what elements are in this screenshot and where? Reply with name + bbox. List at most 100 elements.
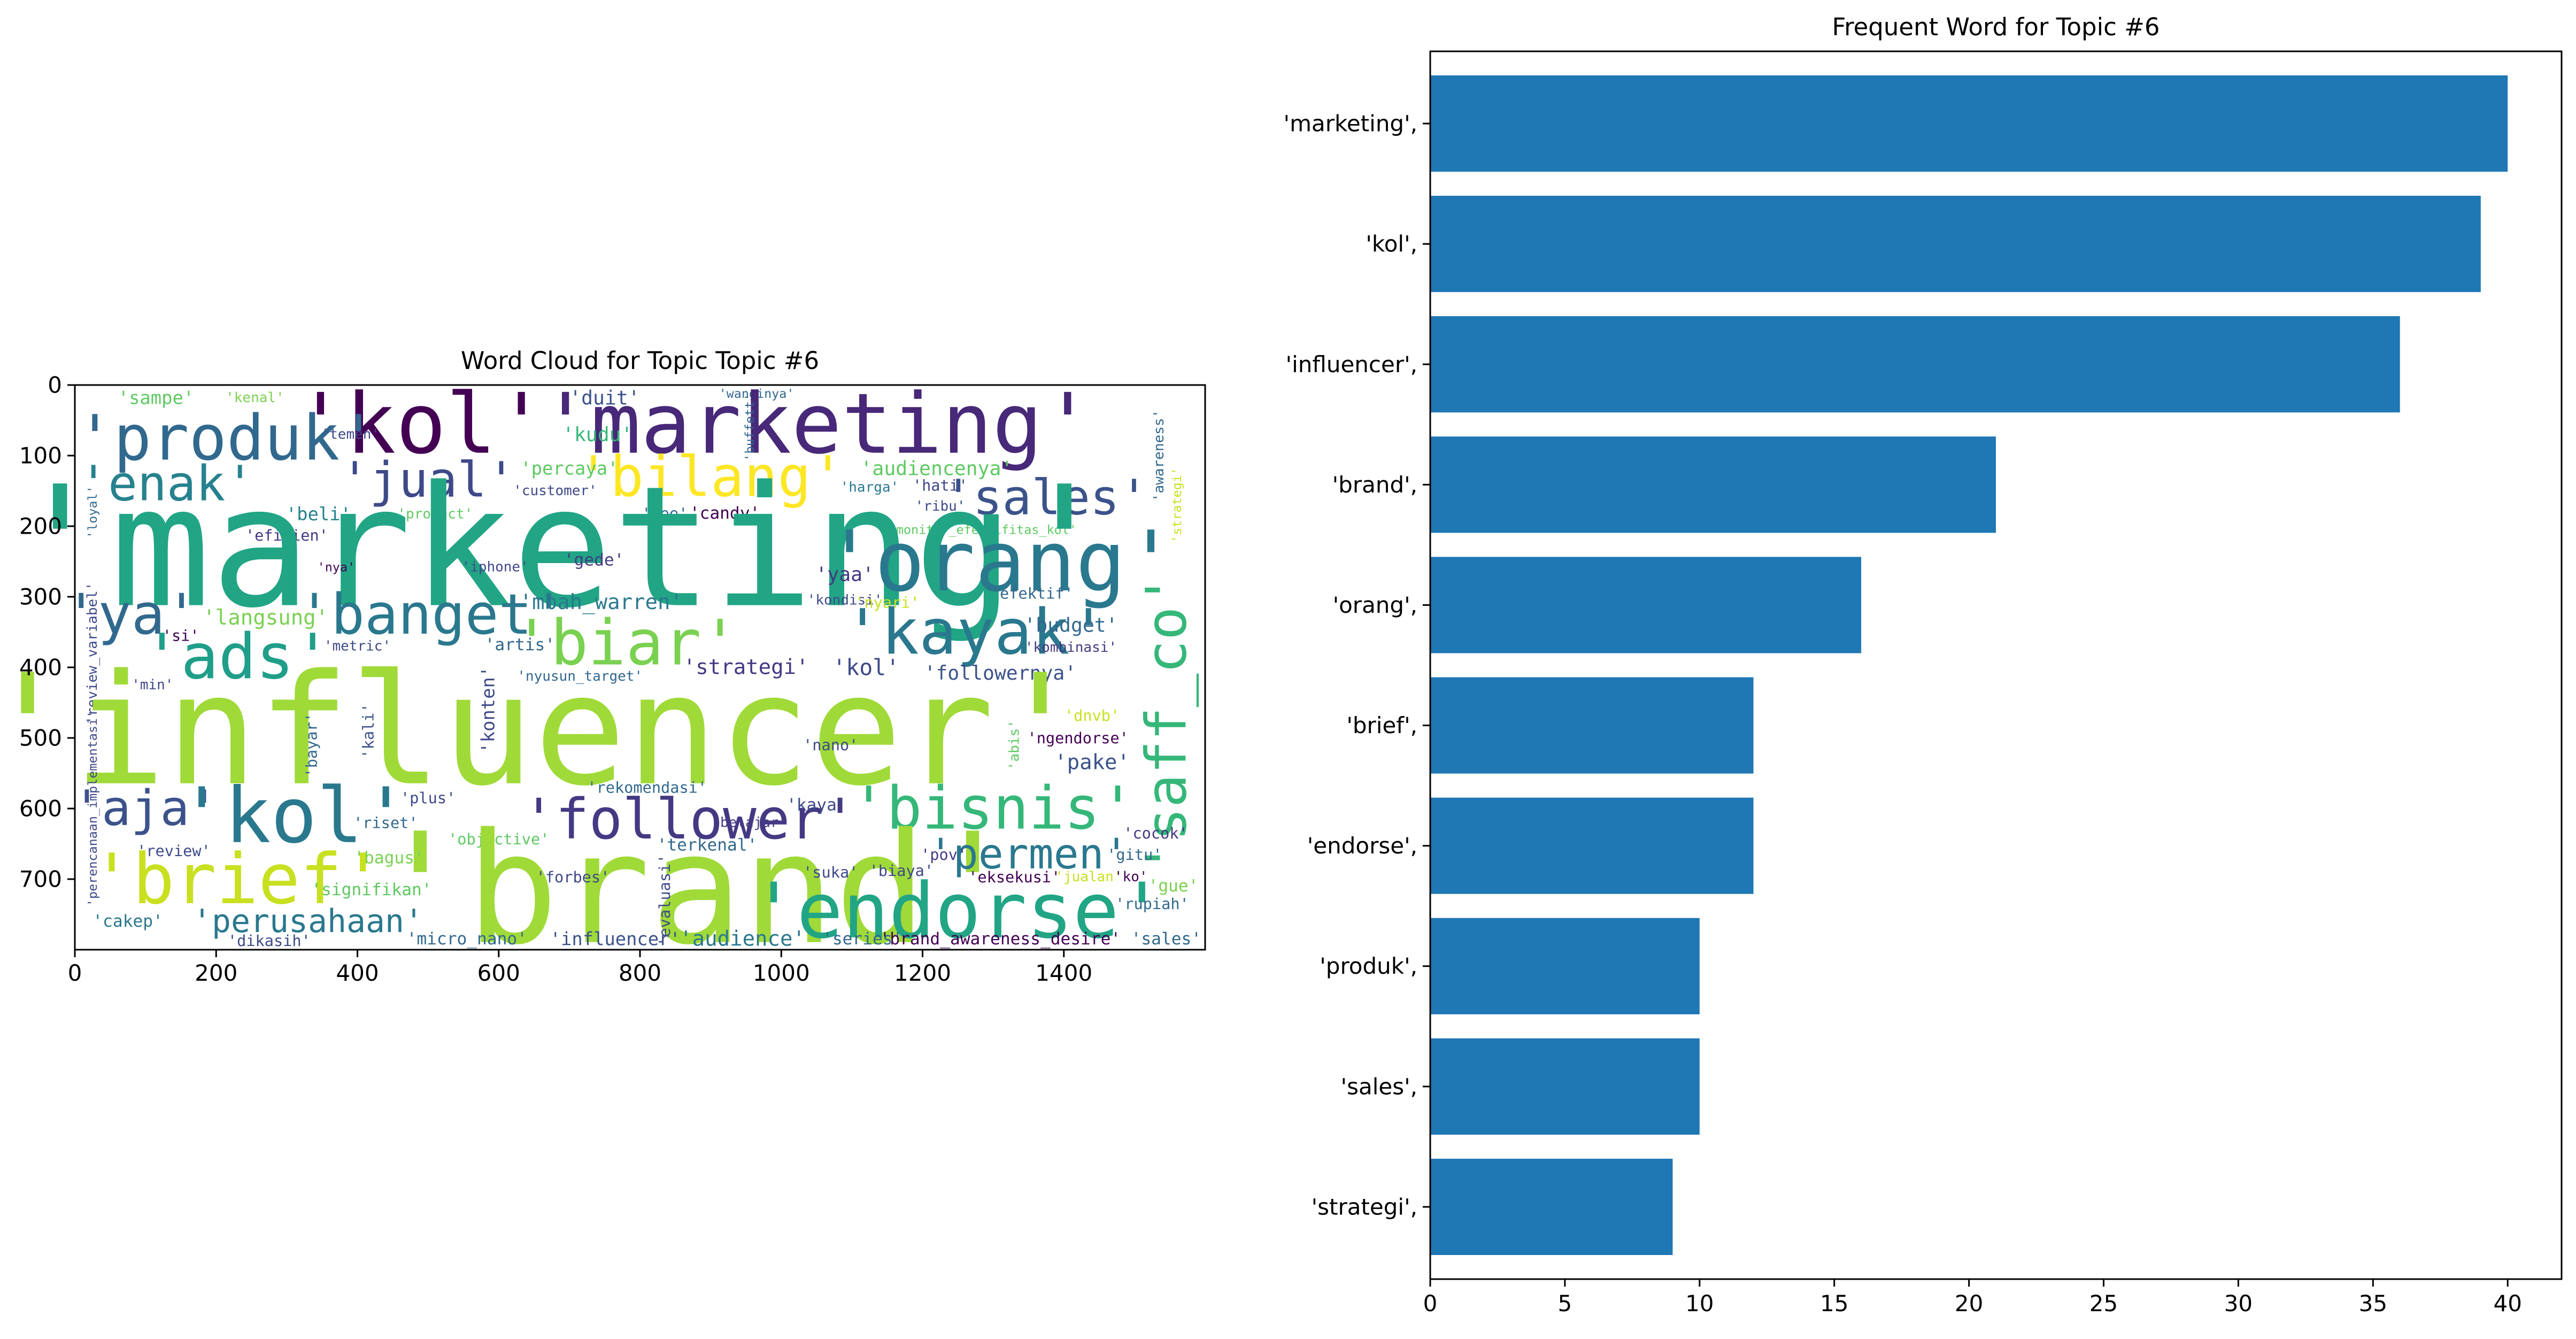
- y-tick-label: 300: [19, 584, 62, 610]
- word-cloud-word: 'ribu': [915, 498, 966, 514]
- word-cloud-word: 'nyari': [855, 594, 920, 612]
- y-tick-label: 'orang',: [1333, 592, 1417, 618]
- word-cloud-word: 'nyusun_target': [517, 668, 643, 684]
- word-cloud-word: 'cocok': [1123, 824, 1188, 842]
- word-cloud-word: 'see': [642, 504, 688, 522]
- word-cloud-word: 'dnvb': [1065, 706, 1120, 725]
- word-cloud-word: 'ya': [64, 582, 198, 647]
- y-tick-label: 100: [19, 443, 62, 469]
- bar-chart-title: Frequent Word for Topic #6: [1832, 13, 2159, 41]
- word-cloud-word: 'bisnis': [851, 774, 1136, 843]
- word-cloud-words: 'sampe''kenal''duit''wanginya''kol''mark…: [0, 375, 1201, 979]
- word-cloud-word: 'signifikan': [311, 880, 431, 899]
- y-tick-label: 200: [19, 513, 62, 540]
- word-cloud-word: 'min': [132, 677, 173, 693]
- word-cloud-word: 'saff_co': [1133, 573, 1199, 875]
- word-cloud-word: 'customer': [513, 483, 597, 499]
- word-cloud-word: 'brief': [91, 838, 384, 920]
- x-tick-label: 400: [336, 960, 379, 986]
- word-cloud-word: 'iphone': [462, 559, 529, 575]
- x-tick-label: 10: [1685, 1290, 1714, 1317]
- word-cloud-word: 'gue': [1148, 876, 1199, 896]
- word-cloud-word: 'riset': [353, 813, 418, 832]
- word-cloud-word: 'brand': [374, 801, 1019, 979]
- x-tick-label: 800: [619, 960, 661, 986]
- word-cloud-word: 'eksekusi': [968, 868, 1060, 886]
- word-cloud-word: 'bilang': [577, 444, 845, 510]
- bar: [1430, 918, 1700, 1014]
- y-tick-label: 'brand',: [1332, 472, 1417, 498]
- bar: [1430, 75, 2508, 172]
- word-cloud-word: 'efektif': [991, 584, 1074, 602]
- word-cloud-word: 'brand_awareness_desire': [880, 929, 1121, 949]
- word-cloud-word: 'konten': [477, 666, 498, 753]
- x-tick-label: 0: [68, 960, 82, 986]
- word-cloud-title: Word Cloud for Topic Topic #6: [461, 347, 819, 375]
- word-cloud-word: 'mbah_warren': [520, 590, 683, 614]
- x-tick-label: 600: [477, 960, 520, 986]
- x-tick-label: 1400: [1035, 960, 1092, 986]
- bar: [1430, 196, 2481, 293]
- word-cloud-word: 'abis': [1006, 720, 1022, 770]
- word-cloud-word: 'perusahaan': [192, 903, 423, 940]
- word-cloud-word: 'endorse': [751, 866, 1165, 956]
- y-tick-label: 'sales',: [1341, 1073, 1417, 1099]
- word-cloud-word: 'monitor_efektifitas_kol': [889, 522, 1077, 537]
- word-cloud-word: 'bagus': [354, 848, 424, 867]
- word-cloud-word: 'duit': [569, 386, 639, 409]
- y-tick-label: 'endorse',: [1307, 833, 1417, 859]
- word-cloud-word: 'followernya': [924, 661, 1076, 684]
- word-cloud-word: 'nya': [318, 560, 355, 575]
- word-cloud-panel: Word Cloud for Topic Topic #6 'sampe' 'ke…: [0, 347, 1206, 986]
- y-tick-label: 'marketing',: [1284, 111, 1417, 137]
- word-cloud-word: 'banget': [298, 582, 566, 647]
- word-cloud-word: 'plus': [400, 789, 456, 807]
- word-cloud-word: 'ko': [1114, 869, 1148, 885]
- word-cloud-word: 'objective': [448, 830, 549, 848]
- word-cloud-word: 'rekomendasi': [587, 778, 707, 796]
- bar: [1430, 1038, 1700, 1135]
- word-cloud-word: 'forbes': [536, 868, 610, 886]
- word-cloud-word: 'efisien': [245, 526, 328, 544]
- y-tick-label: 600: [19, 796, 62, 822]
- word-cloud-word: 'budget': [1024, 613, 1117, 636]
- y-tick-label: 0: [48, 372, 62, 398]
- y-tick-label: 'influencer',: [1286, 351, 1417, 378]
- x-tick-label: 200: [195, 960, 237, 986]
- bar: [1430, 797, 1754, 894]
- bar-chart-panel: Frequent Word for Topic #6 0 5 10 15 20 25 30 3…: [1284, 13, 2563, 1317]
- word-cloud-word: 'follower': [522, 787, 857, 852]
- bar: [1430, 677, 1754, 774]
- word-cloud-word: 'audience': [680, 927, 805, 951]
- word-cloud-word: 'product': [397, 506, 473, 522]
- x-tick-label: 15: [1820, 1290, 1848, 1317]
- bar-chart-y-axis: 'marketing', 'kol', 'influencer', 'brand', '…: [1284, 111, 1430, 1220]
- word-cloud-word: 'candy': [690, 504, 760, 523]
- x-tick-label: 30: [2224, 1290, 2253, 1317]
- word-cloud-word: 'series': [822, 929, 903, 949]
- word-cloud-word: 'review_variabel': [84, 582, 101, 725]
- word-cloud-word: 'sales': [944, 470, 1149, 526]
- word-cloud-word: 'kol': [296, 375, 547, 473]
- word-cloud-word: 'beli': [286, 504, 351, 525]
- word-cloud-word: 'biar': [513, 606, 739, 679]
- word-cloud-word: 'strategi': [683, 656, 809, 680]
- word-cloud-word: 'marketing': [541, 375, 1093, 473]
- x-tick-label: 25: [2089, 1290, 2118, 1317]
- word-cloud-word: 'kaya': [786, 795, 847, 814]
- word-cloud-word: 'hati': [913, 476, 968, 494]
- word-cloud-word: 'ngendorse': [1027, 729, 1128, 747]
- word-cloud-word: 'kombinasi': [1025, 640, 1117, 656]
- y-tick-label: 'brief',: [1346, 712, 1417, 738]
- word-cloud-word: 'audiencenya': [861, 457, 1013, 480]
- word-cloud-word: 'dikasih': [228, 932, 311, 950]
- word-cloud-word: 'awareness': [1151, 410, 1167, 502]
- word-cloud-word: 'artis': [485, 635, 555, 655]
- y-tick-label: 700: [19, 866, 62, 892]
- bar: [1430, 436, 1996, 533]
- y-tick-label: 'kol',: [1366, 231, 1417, 257]
- x-tick-label: 5: [1558, 1290, 1572, 1317]
- word-cloud-word: 'pov': [921, 845, 967, 864]
- word-cloud-word: 'wanginya': [719, 386, 795, 401]
